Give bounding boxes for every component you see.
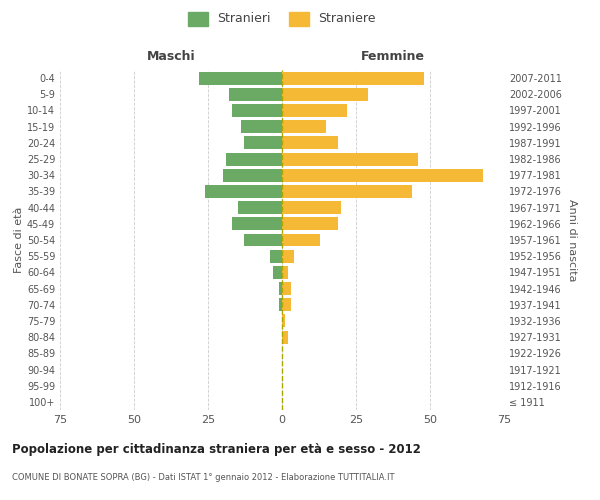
Bar bbox=[241, 120, 282, 133]
Y-axis label: Fasce di età: Fasce di età bbox=[14, 207, 24, 273]
Y-axis label: Anni di nascita: Anni di nascita bbox=[567, 198, 577, 281]
Bar bbox=[282, 314, 285, 328]
Bar bbox=[232, 218, 282, 230]
Bar bbox=[282, 169, 483, 181]
Text: Femmine: Femmine bbox=[361, 50, 425, 63]
Bar bbox=[199, 72, 282, 85]
Bar bbox=[282, 136, 338, 149]
Bar bbox=[205, 185, 282, 198]
Bar bbox=[244, 136, 282, 149]
Bar bbox=[282, 218, 338, 230]
Bar bbox=[270, 250, 282, 262]
Bar bbox=[282, 120, 326, 133]
Bar bbox=[279, 282, 282, 295]
Bar bbox=[282, 234, 320, 246]
Bar bbox=[273, 266, 282, 279]
Legend: Stranieri, Straniere: Stranieri, Straniere bbox=[188, 11, 376, 25]
Bar bbox=[282, 185, 412, 198]
Bar bbox=[282, 282, 291, 295]
Text: Popolazione per cittadinanza straniera per età e sesso - 2012: Popolazione per cittadinanza straniera p… bbox=[12, 442, 421, 456]
Bar bbox=[282, 152, 418, 166]
Bar bbox=[282, 266, 288, 279]
Bar bbox=[282, 104, 347, 117]
Bar bbox=[282, 88, 368, 101]
Bar bbox=[279, 298, 282, 311]
Bar bbox=[282, 201, 341, 214]
Bar bbox=[238, 201, 282, 214]
Text: Maschi: Maschi bbox=[146, 50, 196, 63]
Bar bbox=[232, 104, 282, 117]
Bar bbox=[223, 169, 282, 181]
Bar bbox=[282, 298, 291, 311]
Text: COMUNE DI BONATE SOPRA (BG) - Dati ISTAT 1° gennaio 2012 - Elaborazione TUTTITAL: COMUNE DI BONATE SOPRA (BG) - Dati ISTAT… bbox=[12, 472, 395, 482]
Bar bbox=[244, 234, 282, 246]
Bar bbox=[282, 330, 288, 344]
Bar bbox=[229, 88, 282, 101]
Bar bbox=[282, 250, 294, 262]
Bar bbox=[226, 152, 282, 166]
Bar bbox=[282, 72, 424, 85]
